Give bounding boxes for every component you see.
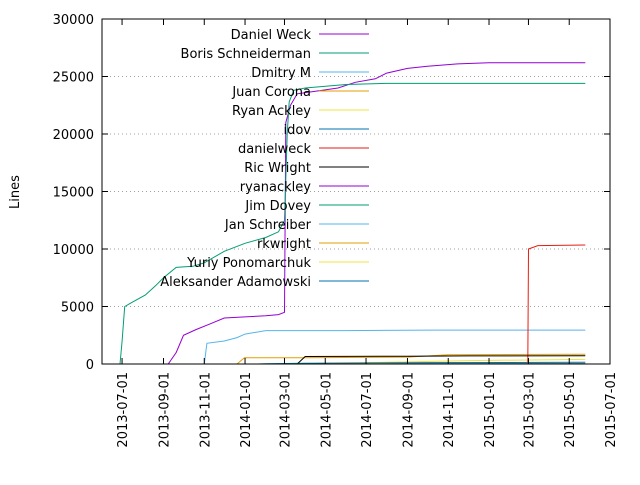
legend-label: Yuriy Ponomarchuk — [186, 256, 311, 271]
series-line — [193, 330, 585, 364]
x-tick-label: 2013-07-01 — [116, 372, 131, 448]
legend-label: Jim Dovey — [244, 199, 311, 214]
legend-label: Dmitry M — [251, 66, 311, 81]
legend-label: rkwright — [257, 237, 311, 252]
x-tick-label: 2015-03-01 — [522, 372, 537, 448]
x-tick-label: 2014-03-01 — [278, 372, 293, 448]
x-tick-label: 2014-05-01 — [319, 372, 334, 448]
legend-label: Aleksander Adamowski — [160, 275, 311, 290]
y-tick-label: 0 — [86, 358, 94, 373]
series-line — [102, 245, 585, 364]
y-tick-label: 25000 — [53, 71, 94, 86]
x-tick-label: 2014-11-01 — [442, 372, 457, 448]
y-axis-label: Lines — [8, 175, 23, 209]
legend-label: Juan Corona — [231, 85, 311, 100]
y-tick-label: 15000 — [53, 186, 94, 201]
legend-label: Ric Wright — [244, 161, 311, 176]
legend: Daniel Weck Boris Schneiderman Dmitry M Jua… — [160, 28, 369, 290]
x-tick-label: 2014-01-01 — [239, 372, 254, 448]
y-tick-label: 5000 — [61, 301, 94, 316]
legend-label: danielweck — [238, 142, 311, 157]
legend-label: Boris Schneiderman — [181, 47, 311, 62]
legend-label: Ryan Ackley — [232, 104, 311, 119]
x-tick-label: 2014-09-01 — [401, 372, 416, 448]
legend-label: Daniel Weck — [231, 28, 312, 43]
y-tick-label: 30000 — [53, 13, 94, 28]
x-tick-label: 2013-09-01 — [157, 372, 172, 448]
y-tick-label: 10000 — [53, 243, 94, 258]
legend-label: ryanackley — [240, 180, 311, 195]
legend-label: Jan Schreiber — [224, 218, 312, 233]
x-tick-label: 2014-07-01 — [360, 372, 375, 448]
series-layer — [102, 63, 585, 364]
legend-label: idov — [283, 123, 311, 138]
axis-layer: 0 5000 10000 15000 20000 25000 30000 2013-07-01… — [53, 13, 619, 448]
x-tick-label: 2015-05-01 — [563, 372, 578, 448]
grid-layer — [102, 77, 610, 307]
x-tick-label: 2015-01-01 — [483, 372, 498, 448]
x-tick-label: 2015-07-01 — [604, 372, 619, 448]
series-line — [159, 63, 586, 364]
x-tick-label: 2013-11-01 — [198, 372, 213, 448]
y-tick-label: 20000 — [53, 128, 94, 143]
